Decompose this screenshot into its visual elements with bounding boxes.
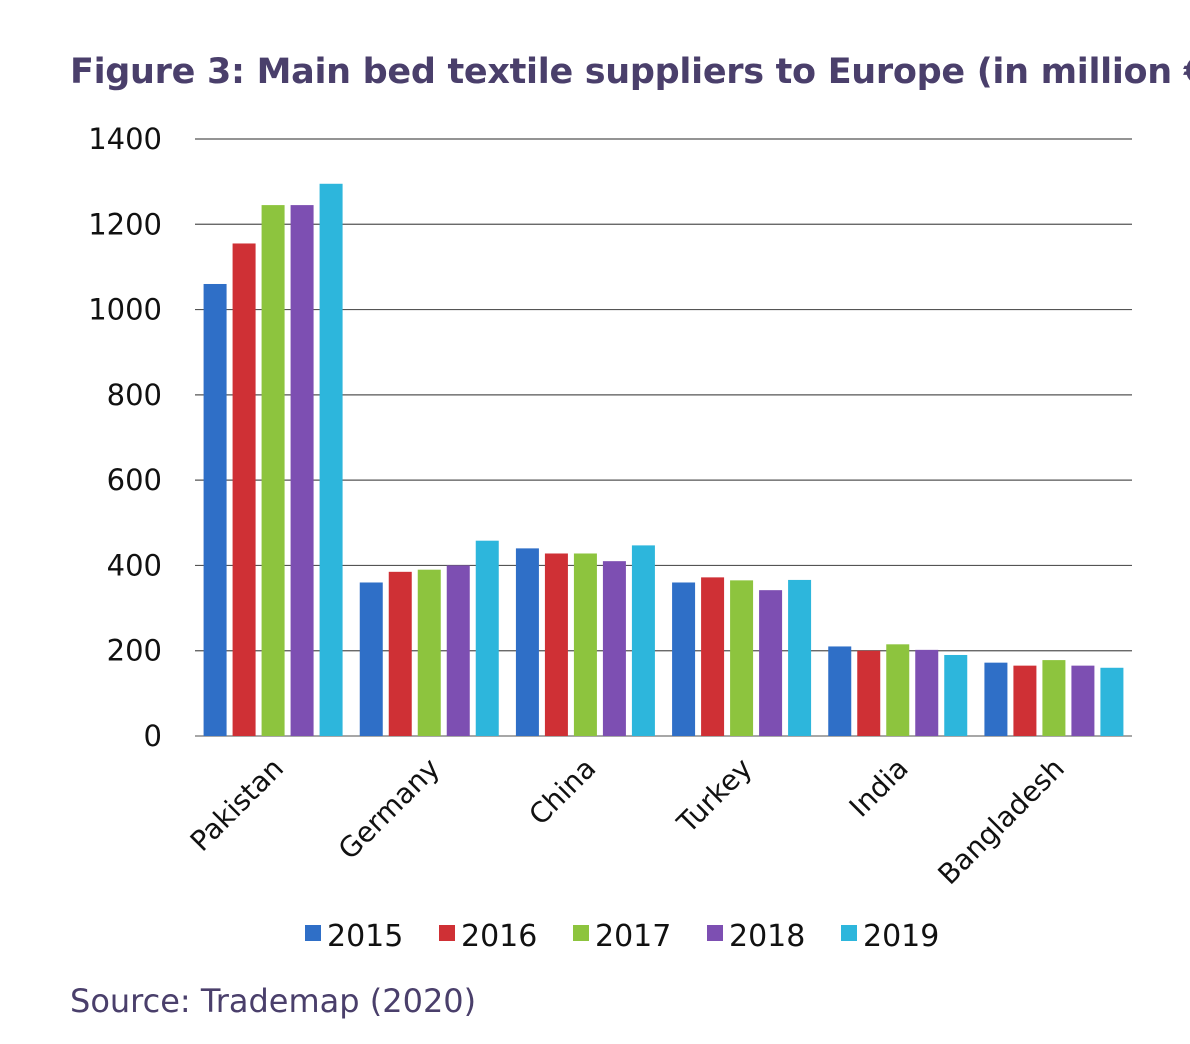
x-category-label: Pakistan xyxy=(184,752,290,858)
bar xyxy=(915,649,939,736)
source-note: Source: Trademap (2020) xyxy=(70,982,477,1020)
bar xyxy=(261,205,285,736)
legend-label: 2015 xyxy=(327,919,403,954)
legend: 2015 2016 2017 2018 2019 xyxy=(305,919,939,954)
bar xyxy=(730,580,754,736)
bar xyxy=(701,577,725,736)
x-category-label: Turkey xyxy=(670,752,758,840)
bar xyxy=(1071,665,1095,736)
y-tick-label: 800 xyxy=(107,378,162,412)
bar xyxy=(319,183,343,736)
bar xyxy=(232,243,256,736)
bar xyxy=(203,283,227,736)
legend-swatch xyxy=(707,925,723,941)
bar xyxy=(290,205,314,736)
x-axis-categories: Pakistan Germany China Turkey India Banglades… xyxy=(184,752,1071,891)
legend-swatch xyxy=(573,925,589,941)
x-category-label: Bangladesh xyxy=(931,752,1070,891)
bar xyxy=(359,582,383,736)
bar-chart: 0 200 400 600 800 1000 1200 1400 Pakistan German… xyxy=(88,122,1132,954)
x-category-label: China xyxy=(522,752,602,832)
bar xyxy=(573,553,597,736)
y-tick-label: 400 xyxy=(107,548,162,582)
bar xyxy=(886,644,910,736)
y-tick-label: 200 xyxy=(107,634,162,668)
bar xyxy=(1013,665,1037,736)
legend-label: 2018 xyxy=(729,919,805,954)
y-tick-label: 1200 xyxy=(88,207,162,241)
bar xyxy=(631,545,655,736)
bar xyxy=(672,582,696,736)
x-category-label: India xyxy=(843,752,915,824)
legend-swatch xyxy=(841,925,857,941)
bar xyxy=(417,569,441,736)
y-tick-label: 1400 xyxy=(88,122,162,156)
bar xyxy=(544,553,568,736)
bar xyxy=(602,561,626,736)
bar xyxy=(944,654,968,736)
bar xyxy=(515,548,539,736)
legend-swatch xyxy=(305,925,321,941)
bar xyxy=(388,571,412,736)
bar xyxy=(788,579,812,736)
x-category-label: Germany xyxy=(332,752,446,866)
bar xyxy=(759,590,783,736)
y-axis-ticks: 0 200 400 600 800 1000 1200 1400 xyxy=(88,122,162,753)
bars xyxy=(203,183,1124,736)
bar xyxy=(1042,660,1066,736)
legend-label: 2017 xyxy=(595,919,671,954)
legend-label: 2019 xyxy=(863,919,939,954)
y-tick-label: 600 xyxy=(107,463,162,497)
y-tick-label: 0 xyxy=(144,719,162,753)
bar xyxy=(446,565,470,736)
chart-title: Figure 3: Main bed textile suppliers to … xyxy=(70,52,1190,92)
bar xyxy=(1100,667,1124,736)
bar xyxy=(475,540,499,736)
bar xyxy=(828,646,852,736)
bar xyxy=(984,662,1008,736)
bar xyxy=(857,650,881,736)
legend-swatch xyxy=(439,925,455,941)
gridlines xyxy=(195,138,1132,737)
legend-label: 2016 xyxy=(461,919,537,954)
y-tick-label: 1000 xyxy=(88,293,162,327)
